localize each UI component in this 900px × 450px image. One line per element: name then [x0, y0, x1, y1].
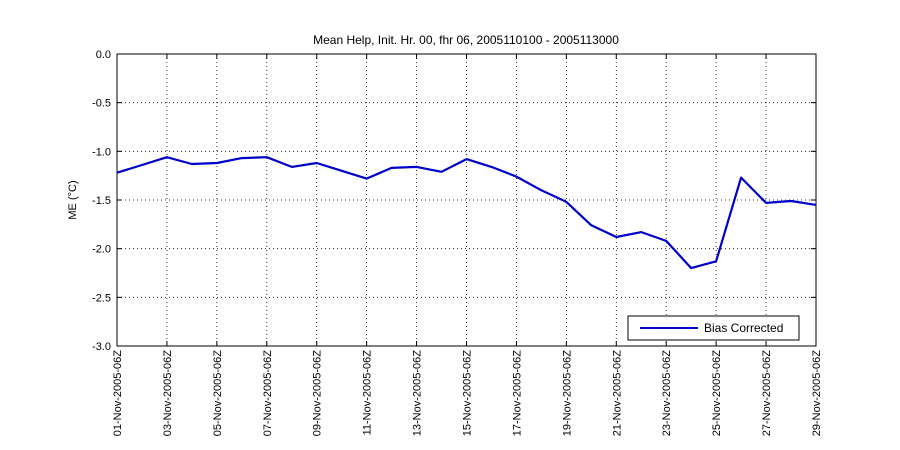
x-tick-label: 03-Nov-2005-06Z — [162, 350, 174, 436]
x-tick-label: 13-Nov-2005-06Z — [412, 350, 424, 436]
y-tick-label: -2.0 — [92, 244, 111, 256]
legend: Bias Corrected — [627, 315, 800, 341]
x-tick-label: 25-Nov-2005-06Z — [711, 350, 723, 436]
x-tick-label: 05-Nov-2005-06Z — [212, 350, 224, 436]
grid-lines — [117, 54, 816, 346]
legend-box — [627, 315, 800, 341]
y-tick-label: 0.0 — [96, 49, 111, 61]
x-tick-label: 17-Nov-2005-06Z — [511, 350, 523, 436]
legend-label-bias-corrected: Bias Corrected — [704, 321, 783, 335]
x-tick-label: 21-Nov-2005-06Z — [611, 350, 623, 436]
x-tick-label: 01-Nov-2005-06Z — [112, 350, 124, 436]
y-tick-label: -2.5 — [92, 292, 111, 304]
y-tick-label: -1.5 — [92, 195, 111, 207]
series-line-bias-corrected — [116, 156, 817, 270]
x-tick-label: 11-Nov-2005-06Z — [362, 350, 374, 436]
x-tick-label: 07-Nov-2005-06Z — [262, 350, 274, 436]
axis-ticks: 0.0 -0.5 -1.0 -1.5 -2.0 -2.5 -3.001-Nov-2005-0… — [92, 49, 823, 436]
y-tick-label: -3.0 — [92, 341, 111, 353]
x-tick-label: 19-Nov-2005-06Z — [561, 350, 573, 436]
x-tick-label: 15-Nov-2005-06Z — [462, 350, 474, 436]
x-tick-label: 23-Nov-2005-06Z — [661, 350, 673, 436]
x-tick-label: 29-Nov-2005-06Z — [811, 350, 823, 436]
chart-title: Mean Help, Init. Hr. 00, fhr 06, 2005110… — [313, 33, 619, 47]
y-tick-label: -0.5 — [92, 98, 111, 110]
series-layer — [116, 156, 817, 270]
x-tick-label: 09-Nov-2005-06Z — [312, 350, 324, 436]
y-axis-label: ME (°C) — [67, 180, 79, 219]
x-tick-label: 27-Nov-2005-06Z — [761, 350, 773, 436]
y-tick-label: -1.0 — [92, 146, 111, 158]
